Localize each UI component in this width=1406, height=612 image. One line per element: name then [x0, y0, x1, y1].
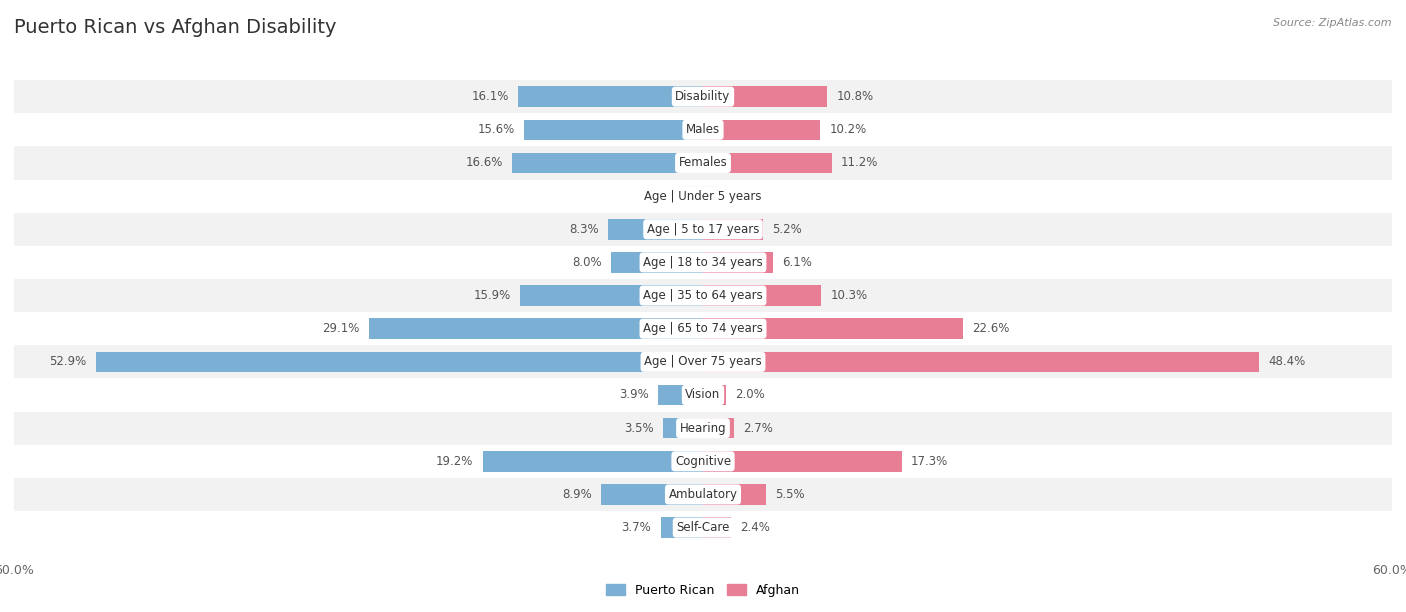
- Bar: [703, 86, 827, 107]
- Text: 10.2%: 10.2%: [830, 123, 866, 136]
- Bar: [683, 186, 703, 206]
- Bar: [14, 511, 1392, 544]
- Bar: [658, 385, 703, 405]
- Bar: [703, 318, 963, 339]
- Legend: Puerto Rican, Afghan: Puerto Rican, Afghan: [602, 579, 804, 602]
- Text: 10.8%: 10.8%: [837, 90, 873, 103]
- Text: 17.3%: 17.3%: [911, 455, 948, 468]
- Bar: [524, 119, 703, 140]
- Bar: [14, 345, 1392, 378]
- Text: 8.9%: 8.9%: [562, 488, 592, 501]
- Bar: [661, 517, 703, 538]
- Text: 3.5%: 3.5%: [624, 422, 654, 435]
- Bar: [703, 418, 734, 438]
- Bar: [703, 484, 766, 505]
- Bar: [703, 252, 773, 273]
- Bar: [14, 212, 1392, 246]
- Text: 52.9%: 52.9%: [49, 356, 86, 368]
- Bar: [14, 312, 1392, 345]
- Text: Age | 35 to 64 years: Age | 35 to 64 years: [643, 289, 763, 302]
- Bar: [703, 152, 831, 173]
- Bar: [519, 86, 703, 107]
- Text: Males: Males: [686, 123, 720, 136]
- Bar: [703, 351, 1258, 372]
- Bar: [482, 451, 703, 472]
- Text: 3.9%: 3.9%: [619, 389, 650, 401]
- Bar: [600, 484, 703, 505]
- Text: 1.7%: 1.7%: [644, 190, 675, 203]
- Text: 8.0%: 8.0%: [572, 256, 602, 269]
- Text: 6.1%: 6.1%: [782, 256, 813, 269]
- Text: 8.3%: 8.3%: [569, 223, 599, 236]
- Bar: [703, 451, 901, 472]
- Text: 5.5%: 5.5%: [775, 488, 806, 501]
- Bar: [368, 318, 703, 339]
- Text: Age | Under 5 years: Age | Under 5 years: [644, 190, 762, 203]
- Text: 19.2%: 19.2%: [436, 455, 474, 468]
- Text: Females: Females: [679, 157, 727, 170]
- Text: Vision: Vision: [685, 389, 721, 401]
- Bar: [96, 351, 703, 372]
- Bar: [612, 252, 703, 273]
- Text: 2.4%: 2.4%: [740, 521, 769, 534]
- Bar: [14, 279, 1392, 312]
- Bar: [14, 478, 1392, 511]
- Bar: [512, 152, 703, 173]
- Bar: [662, 418, 703, 438]
- Text: Age | 5 to 17 years: Age | 5 to 17 years: [647, 223, 759, 236]
- Text: Puerto Rican vs Afghan Disability: Puerto Rican vs Afghan Disability: [14, 18, 336, 37]
- Bar: [14, 80, 1392, 113]
- Bar: [14, 113, 1392, 146]
- Text: 11.2%: 11.2%: [841, 157, 879, 170]
- Text: Age | 65 to 74 years: Age | 65 to 74 years: [643, 322, 763, 335]
- Bar: [14, 179, 1392, 212]
- Text: 48.4%: 48.4%: [1268, 356, 1305, 368]
- Text: Cognitive: Cognitive: [675, 455, 731, 468]
- Text: 29.1%: 29.1%: [322, 322, 360, 335]
- Bar: [703, 385, 725, 405]
- Text: 2.0%: 2.0%: [735, 389, 765, 401]
- Bar: [14, 445, 1392, 478]
- Bar: [703, 219, 762, 239]
- Text: 22.6%: 22.6%: [972, 322, 1010, 335]
- Text: 15.6%: 15.6%: [478, 123, 515, 136]
- Bar: [703, 517, 731, 538]
- Bar: [703, 186, 714, 206]
- Text: 15.9%: 15.9%: [474, 289, 512, 302]
- Text: Source: ZipAtlas.com: Source: ZipAtlas.com: [1274, 18, 1392, 28]
- Text: 0.94%: 0.94%: [723, 190, 761, 203]
- Text: Hearing: Hearing: [679, 422, 727, 435]
- Bar: [607, 219, 703, 239]
- Text: 10.3%: 10.3%: [831, 289, 868, 302]
- Text: 2.7%: 2.7%: [744, 422, 773, 435]
- Text: Self-Care: Self-Care: [676, 521, 730, 534]
- Text: 5.2%: 5.2%: [772, 223, 801, 236]
- Bar: [520, 285, 703, 306]
- Bar: [703, 119, 820, 140]
- Bar: [14, 246, 1392, 279]
- Text: 16.6%: 16.6%: [465, 157, 503, 170]
- Text: 16.1%: 16.1%: [471, 90, 509, 103]
- Text: Ambulatory: Ambulatory: [668, 488, 738, 501]
- Text: 3.7%: 3.7%: [621, 521, 651, 534]
- Bar: [14, 378, 1392, 411]
- Bar: [14, 146, 1392, 179]
- Text: Disability: Disability: [675, 90, 731, 103]
- Bar: [703, 285, 821, 306]
- Text: Age | Over 75 years: Age | Over 75 years: [644, 356, 762, 368]
- Bar: [14, 411, 1392, 445]
- Text: Age | 18 to 34 years: Age | 18 to 34 years: [643, 256, 763, 269]
